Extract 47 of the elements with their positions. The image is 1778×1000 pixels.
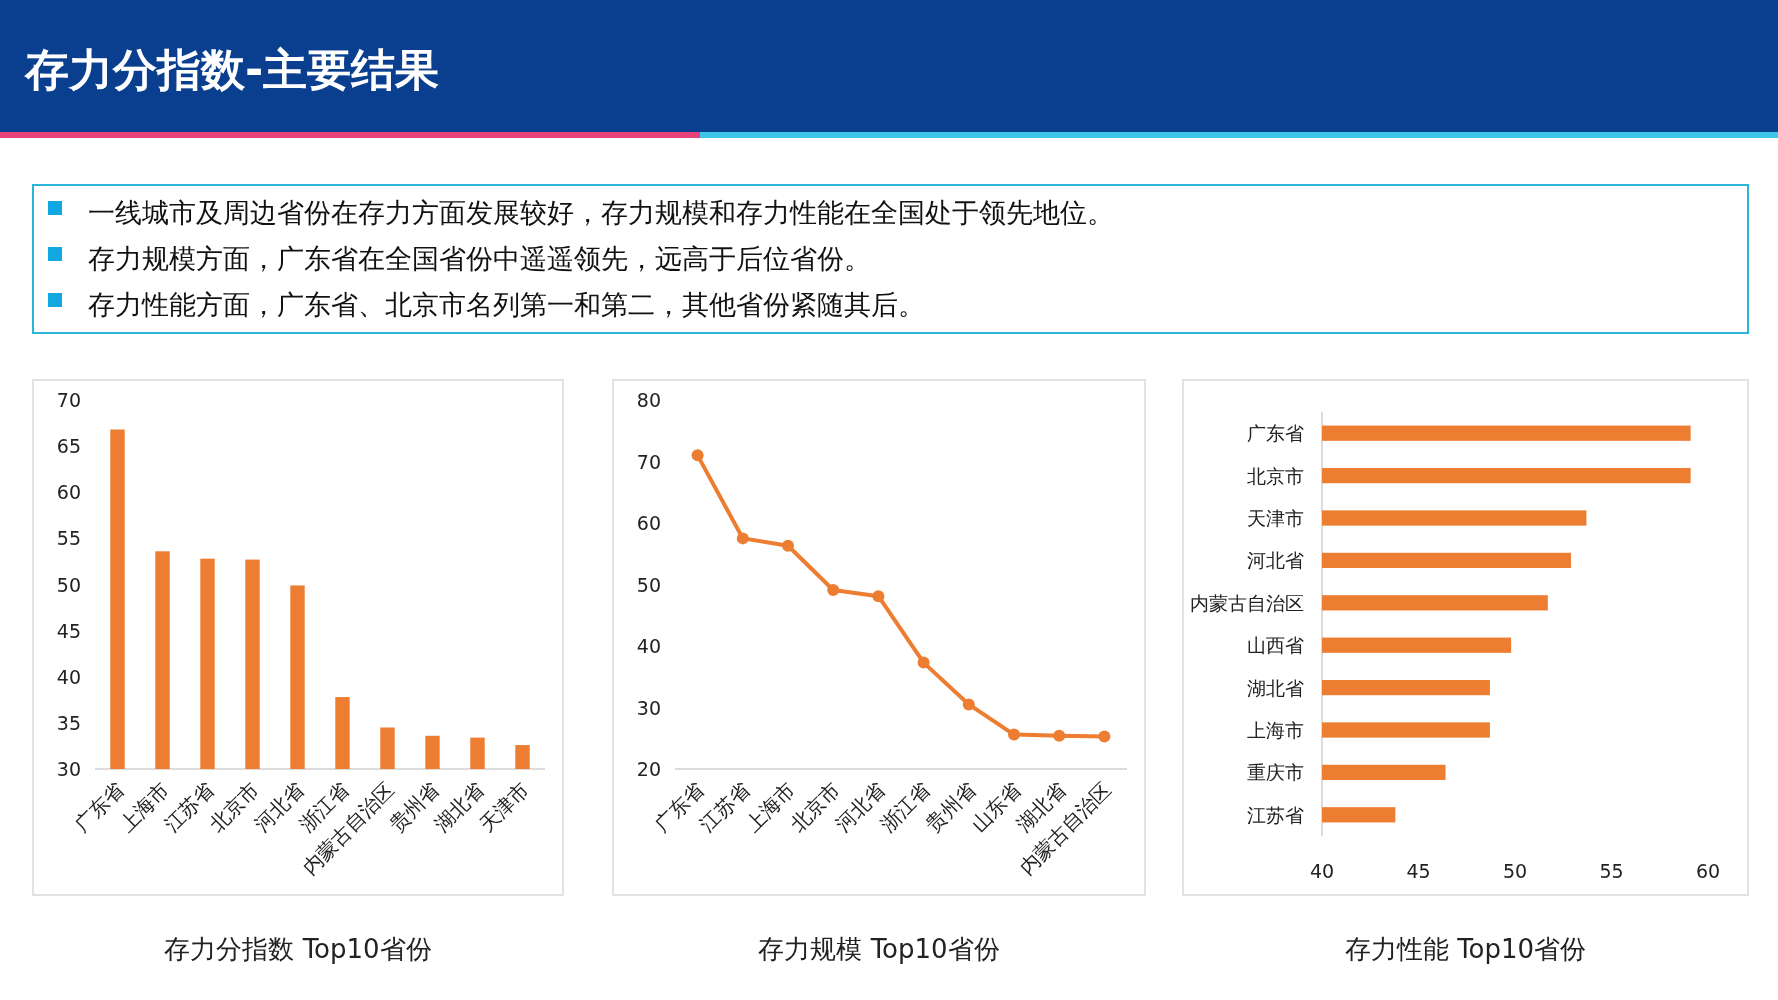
y-tick-label: 45 [56, 619, 81, 642]
point [872, 590, 885, 603]
y-tick-label: 65 [56, 435, 81, 458]
text: 存力规模 Top10省份 [758, 934, 1000, 964]
y-tick-label: 内蒙古自治区 [1190, 591, 1304, 614]
y-tick-label: 山西省 [1247, 634, 1304, 657]
x-tick-label: 45 [1406, 860, 1431, 882]
y-tick-label: 广东省 [1247, 422, 1304, 445]
point [736, 532, 749, 545]
text: 一线城市及周边省份在存力方面发展较好，存力规模和存力性能在全国处于领先地位。 [88, 197, 1114, 228]
y-tick-label: 河北省 [1247, 549, 1304, 572]
y-tick-label: 50 [636, 573, 661, 596]
x-tick-label: 40 [1309, 860, 1335, 882]
y-tick-label: 60 [56, 481, 81, 504]
y-tick-label: 80 [636, 389, 661, 411]
text: 存力性能方面，广东省、北京市名列第一和第二，其他省份紧随其后。 [88, 289, 925, 320]
y-tick-label: 北京市 [1247, 464, 1304, 487]
point [917, 656, 930, 669]
y-tick-label: 60 [636, 512, 661, 534]
point [1098, 730, 1111, 743]
point [1008, 728, 1020, 741]
point [962, 698, 975, 711]
y-tick-label: 重庆市 [1247, 761, 1304, 784]
y-tick-label: 20 [636, 758, 661, 780]
x-tick-label: 60 [1695, 860, 1721, 882]
y-tick-label: 湖北省 [1247, 676, 1304, 699]
y-tick-label: 天津市 [1247, 507, 1304, 529]
y-tick-label: 50 [56, 573, 81, 596]
text: 存力规模方面，广东省在全国省份中遥遥领先，远高于后位省份。 [88, 243, 871, 274]
y-tick-label: 30 [636, 696, 661, 719]
y-tick-label: 上海市 [1247, 719, 1304, 741]
y-tick-label: 70 [636, 450, 661, 473]
y-tick-label: 70 [56, 389, 81, 411]
point [782, 539, 794, 552]
y-tick-label: 55 [56, 527, 81, 550]
text: 存力分指数-主要结果 [24, 44, 440, 95]
text: 存力性能 Top10省份 [1344, 934, 1587, 964]
y-tick-label: 40 [636, 635, 661, 657]
y-tick-label: 35 [56, 711, 81, 734]
point [691, 449, 704, 462]
x-tick-label: 55 [1599, 860, 1624, 882]
point [827, 584, 840, 597]
y-tick-label: 40 [56, 665, 81, 688]
text: 存力分指数 Top10省份 [164, 934, 432, 964]
point [1053, 729, 1066, 742]
x-tick-label: 50 [1502, 860, 1528, 882]
y-tick-label: 30 [56, 758, 81, 780]
